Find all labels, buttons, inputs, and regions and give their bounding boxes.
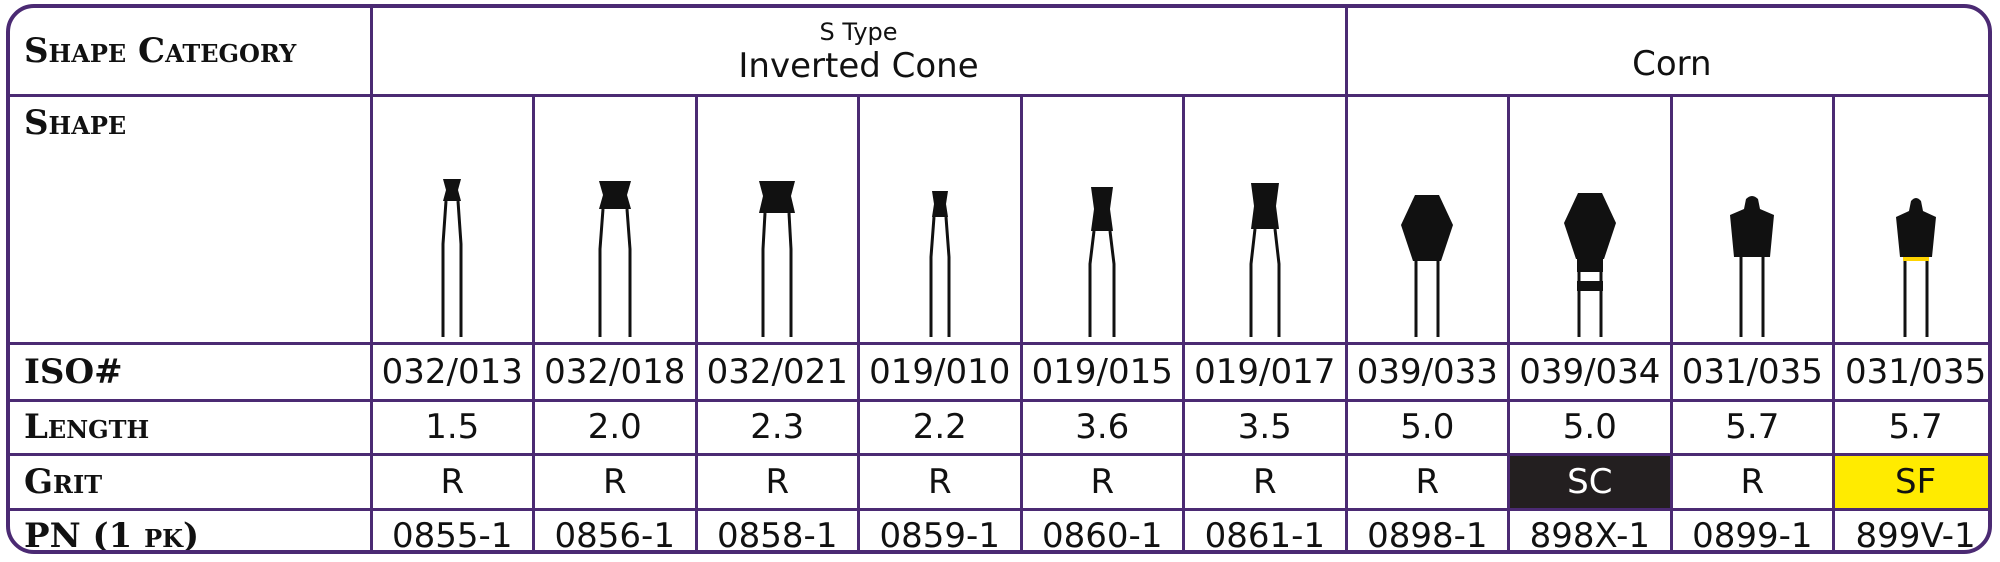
iso-value: 019/015 [1019, 341, 1185, 402]
iso-value: 019/010 [857, 341, 1023, 402]
category-corn: Corn [1344, 8, 1988, 97]
length-value: 5.0 [1507, 398, 1673, 456]
shape-label: Shape [10, 93, 373, 345]
category-name: Inverted Cone [738, 45, 979, 86]
shape-cell [1019, 93, 1185, 345]
category-type: S Type [819, 17, 898, 46]
iso-value: 039/034 [1507, 341, 1673, 402]
grit-value: R [369, 452, 535, 511]
grit-value: R [1669, 452, 1836, 511]
pn-row: PN (1 pk) 0855-1 0856-1 0858-1 0859-1 08… [10, 507, 1988, 550]
grit-value: R [857, 452, 1023, 511]
grit-value: R [532, 452, 698, 511]
length-value: 3.6 [1019, 398, 1185, 456]
iso-value: 039/033 [1344, 341, 1511, 402]
pn-value: 0855-1 [369, 507, 535, 550]
shape-cell [532, 93, 698, 345]
inverted-cone-icon [929, 191, 951, 337]
length-value: 2.0 [532, 398, 698, 456]
iso-value: 032/021 [694, 341, 860, 402]
inverted-cone-icon [598, 181, 632, 337]
corn-bur-icon [1563, 193, 1616, 337]
shape-cell [1669, 93, 1836, 345]
grit-value: R [694, 452, 860, 511]
length-value: 5.7 [1669, 398, 1836, 456]
category-name: Corn [1632, 43, 1712, 84]
iso-label: ISO# [10, 341, 373, 402]
grit-value: R [1019, 452, 1185, 511]
pn-value: 0858-1 [694, 507, 860, 550]
length-value: 5.7 [1832, 398, 1988, 456]
grit-value-super-coarse: SC [1507, 452, 1673, 511]
grit-label: Grit [10, 452, 373, 511]
pn-value: 0856-1 [532, 507, 698, 550]
iso-value: 031/035 [1669, 341, 1836, 402]
pn-label: PN (1 pk) [10, 507, 373, 550]
inverted-cone-icon [441, 179, 463, 337]
spec-table: Shape Category S Type Inverted Cone Corn… [10, 8, 1988, 550]
bur-spec-table: Shape Category S Type Inverted Cone Corn… [6, 4, 1992, 554]
pn-value: 0898-1 [1344, 507, 1511, 550]
iso-value: 032/018 [532, 341, 698, 402]
length-value: 2.3 [694, 398, 860, 456]
shape-cell [1344, 93, 1511, 345]
category-inverted-cone: S Type Inverted Cone [369, 8, 1348, 97]
grit-row: Grit R R R R R R R SC R SF [10, 452, 1988, 511]
shape-cell [694, 93, 860, 345]
iso-value: 032/013 [369, 341, 535, 402]
category-row: Shape Category S Type Inverted Cone Corn [10, 8, 1988, 97]
grit-value: R [1182, 452, 1348, 511]
corn-bur-icon [1730, 196, 1775, 337]
shape-cell [369, 93, 535, 345]
pn-value: 0859-1 [857, 507, 1023, 550]
grit-value-super-fine: SF [1832, 452, 1988, 511]
corn-bur-icon [1895, 198, 1936, 337]
pn-value: 898X-1 [1507, 507, 1673, 550]
iso-row: ISO# 032/013 032/018 032/021 019/010 019… [10, 341, 1988, 402]
pn-value: 0860-1 [1019, 507, 1185, 550]
shape-cell [1507, 93, 1673, 345]
length-value: 1.5 [369, 398, 535, 456]
length-value: 5.0 [1344, 398, 1511, 456]
shape-cell [857, 93, 1023, 345]
pn-value: 0899-1 [1669, 507, 1836, 550]
inverted-cone-icon [1249, 183, 1281, 337]
shape-row: Shape [10, 93, 1988, 345]
shape-category-label: Shape Category [10, 8, 373, 97]
iso-value: 031/035 [1832, 341, 1988, 402]
iso-value: 019/017 [1182, 341, 1348, 402]
length-value: 2.2 [857, 398, 1023, 456]
length-row: Length 1.5 2.0 2.3 2.2 3.6 3.5 5.0 5.0 5… [10, 398, 1988, 456]
length-label: Length [10, 398, 373, 456]
shape-cell [1832, 93, 1988, 345]
grit-value: R [1344, 452, 1511, 511]
corn-bur-icon [1401, 195, 1454, 337]
shape-cell [1182, 93, 1348, 345]
length-value: 3.5 [1182, 398, 1348, 456]
inverted-cone-icon [759, 181, 796, 337]
inverted-cone-icon [1088, 187, 1116, 337]
pn-value: 899V-1 [1832, 507, 1988, 550]
pn-value: 0861-1 [1182, 507, 1348, 550]
